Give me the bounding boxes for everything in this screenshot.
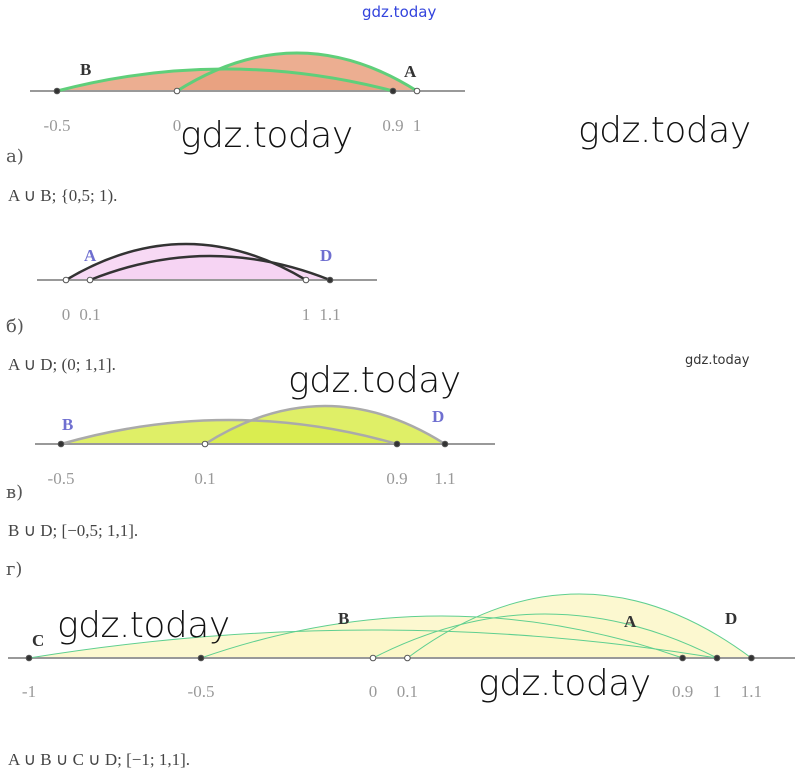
watermark: gdz.today: [180, 115, 353, 156]
tick-label: 1: [302, 305, 311, 324]
formula-d: A ∪ B ∪ C ∪ D; [−1; 1,1].: [8, 750, 190, 769]
closed-point: [389, 87, 397, 95]
part-label-b: б): [6, 316, 24, 337]
closed-point: [441, 440, 449, 448]
watermark: gdz.today: [578, 110, 751, 151]
set-label-B: B: [62, 415, 73, 434]
set-arc-B: [56, 67, 394, 93]
set-arc-A: [176, 51, 418, 93]
tick-label: 0.1: [79, 305, 100, 324]
set-arc-D: [89, 254, 331, 282]
tick-label: 0: [369, 682, 378, 701]
set-fill-D: [407, 594, 752, 658]
tick-label: 1.1: [741, 682, 762, 701]
tick-label: -0.5: [44, 116, 71, 135]
closed-point: [393, 440, 401, 448]
open-point: [62, 276, 70, 284]
tick-label: 1: [713, 682, 722, 701]
part-label-d: г): [6, 559, 23, 580]
tick-label: 1.1: [434, 469, 455, 488]
open-point: [86, 276, 94, 284]
tick-label: 0: [173, 116, 182, 135]
set-arc-D: [204, 404, 446, 446]
open-point: [173, 87, 181, 95]
tick-label: 0.1: [397, 682, 418, 701]
set-label-B: B: [80, 60, 91, 79]
closed-point: [679, 654, 686, 662]
closed-point: [197, 654, 205, 662]
set-arc-B: [60, 418, 398, 446]
open-point: [413, 87, 421, 95]
set-label-B: B: [338, 609, 349, 628]
tick-label: 0: [62, 305, 71, 324]
tick-label: 0.1: [194, 469, 215, 488]
set-arc-D: [407, 593, 752, 659]
closed-point: [25, 654, 33, 662]
set-label-D: D: [432, 407, 444, 426]
closed-point: [748, 654, 755, 662]
set-label-D: D: [725, 609, 737, 628]
closed-point: [713, 654, 721, 662]
closed-point: [57, 440, 65, 448]
set-label-A: A: [84, 246, 97, 265]
closed-point: [53, 87, 61, 95]
set-label-D: D: [320, 246, 332, 265]
tick-label: -1: [22, 682, 36, 701]
closed-point: [326, 276, 334, 284]
formula-b: A ∪ D; (0; 1,1].: [8, 355, 116, 374]
watermark: gdz.today: [685, 353, 750, 368]
set-arc-B: [200, 615, 683, 659]
formula-c: B ∪ D; [−0,5; 1,1].: [8, 521, 139, 540]
tick-label: 0.9: [672, 682, 693, 701]
open-point: [404, 654, 411, 662]
watermark: gdz.today: [362, 3, 437, 21]
tick-label: -0.5: [188, 682, 215, 701]
set-arc-A: [372, 613, 718, 659]
tick-label: 0.9: [386, 469, 407, 488]
watermark: gdz.today: [478, 663, 651, 704]
tick-label: 1: [413, 116, 422, 135]
set-label-C: C: [32, 631, 44, 650]
tick-label: 0.9: [382, 116, 403, 135]
set-arc-C: [28, 629, 718, 659]
set-label-A: A: [404, 62, 417, 81]
watermark: gdz.today: [57, 605, 230, 646]
set-label-A: A: [624, 612, 637, 631]
watermark: gdz.today: [288, 360, 461, 401]
open-point: [302, 276, 310, 284]
tick-label: 1.1: [319, 305, 340, 324]
part-label-a: а): [6, 146, 24, 167]
part-label-c: в): [6, 482, 24, 503]
formula-a: A ∪ B; {0,5; 1).: [8, 186, 118, 205]
tick-label: -0.5: [48, 469, 75, 488]
open-point: [369, 654, 377, 662]
open-point: [201, 440, 209, 448]
